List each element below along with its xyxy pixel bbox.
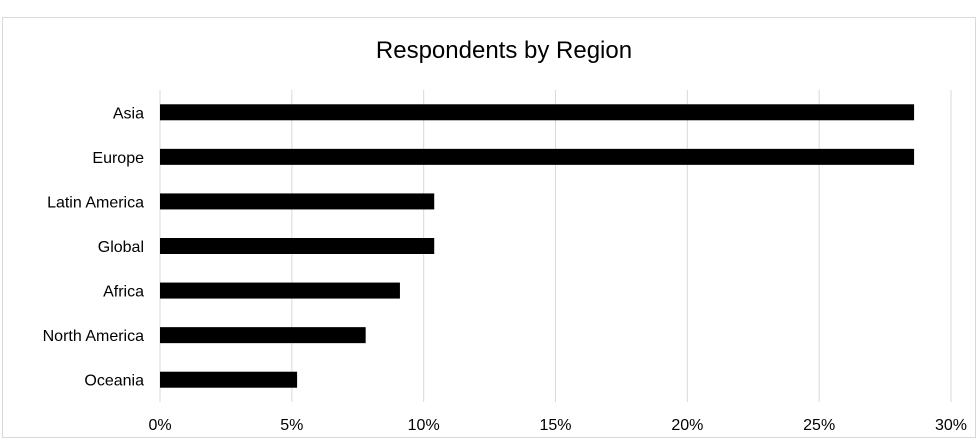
chart-frame	[2, 17, 976, 438]
x-tick-label: 10%	[408, 417, 440, 434]
category-labels: Asia Europe Latin America Global Africa North…	[43, 105, 144, 389]
bar-asia	[160, 104, 915, 121]
x-axis-tick-labels: 0% 5% 10% 15% 20% 25% 30%	[148, 417, 967, 434]
category-label: Latin America	[47, 194, 144, 211]
category-label: Global	[98, 239, 144, 256]
category-label: North America	[43, 328, 144, 345]
bar-africa	[160, 282, 400, 299]
bar-north-america	[160, 327, 366, 344]
x-tick-label: 20%	[671, 417, 703, 434]
bar-oceania	[160, 371, 298, 388]
x-tick-label: 5%	[280, 417, 303, 434]
bars	[160, 104, 915, 388]
x-tick-label: 0%	[148, 417, 171, 434]
gridlines	[159, 90, 952, 402]
x-tick-label: 25%	[803, 417, 835, 434]
category-label: Asia	[113, 105, 144, 122]
category-label: Europe	[92, 150, 144, 167]
chart-title: Respondents by Region	[376, 37, 632, 64]
bar-europe	[160, 148, 915, 165]
bar-latin-america	[160, 193, 435, 210]
bar-global	[160, 238, 435, 254]
category-label: Africa	[103, 284, 144, 301]
x-tick-label: 15%	[539, 417, 571, 434]
category-label: Oceania	[84, 373, 144, 390]
x-tick-label: 30%	[935, 417, 967, 434]
